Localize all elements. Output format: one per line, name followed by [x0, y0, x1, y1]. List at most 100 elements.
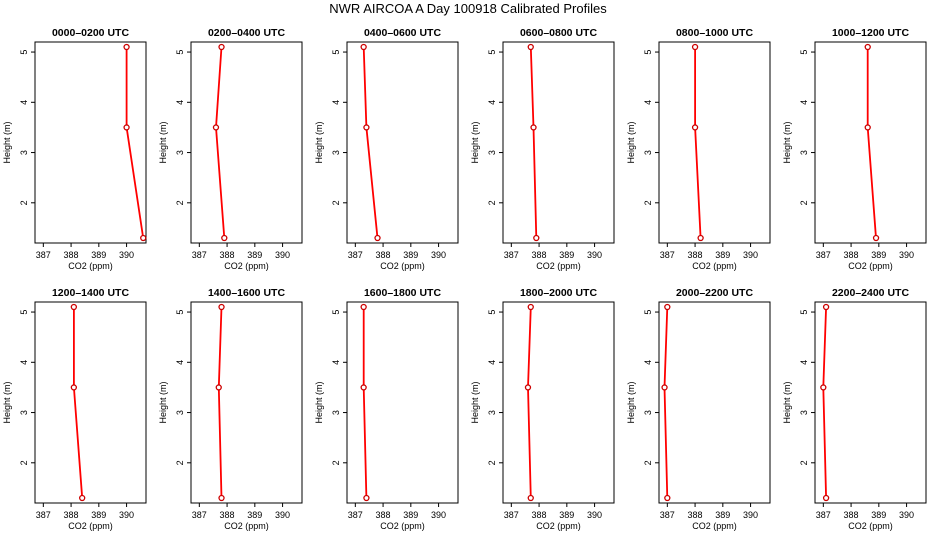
profile-line: [529, 46, 538, 239]
y-tick-label: 2: [643, 200, 653, 205]
y-tick-label: 5: [175, 310, 185, 315]
y-tick-label: 4: [331, 100, 341, 105]
chart-panel: 1000–1200 UTC 387 388 389 390 2 3 4 5 CO2 (ppm) He…: [782, 27, 927, 271]
plot-frame: [346, 301, 459, 504]
y-tick-label: 3: [331, 410, 341, 415]
x-tick-label: 389: [871, 510, 886, 520]
x-tick-label: 388: [532, 250, 547, 260]
chart-panel: 1400–1600 UTC 387 388 389 390 2 3 4 5 CO2 (ppm) He…: [158, 287, 303, 531]
x-tick-label: 388: [688, 250, 703, 260]
y-tick-label: 2: [19, 200, 29, 205]
plot-frame: [502, 301, 615, 504]
profile-line: [527, 306, 532, 499]
x-tick-label: 390: [275, 250, 290, 260]
x-tick-label: 389: [247, 510, 262, 520]
x-axis-label: CO2 (ppm): [692, 521, 737, 531]
y-tick-label: 3: [643, 410, 653, 415]
x-axis-label: CO2 (ppm): [380, 261, 425, 271]
x-tick-label: 390: [275, 510, 290, 520]
y-tick-label: 4: [643, 360, 653, 365]
chart-panel: 2000–2200 UTC 387 388 389 390 2 3 4 5 CO2 (ppm) He…: [626, 287, 771, 531]
x-tick-label: 390: [119, 510, 134, 520]
plot-frame: [34, 301, 147, 504]
data-point: [70, 384, 77, 391]
data-point: [360, 384, 367, 391]
y-tick-label: 2: [175, 460, 185, 465]
y-tick-label: 3: [799, 150, 809, 155]
plot-frame: [190, 301, 303, 504]
profile-line: [663, 306, 669, 499]
plot-frame: [814, 41, 927, 244]
y-axis-label: Height (m): [158, 121, 168, 163]
y-tick-label: 5: [799, 310, 809, 315]
y-tick-label: 5: [19, 310, 29, 315]
y-axis-label: Height (m): [2, 121, 12, 163]
y-tick-label: 5: [487, 50, 497, 55]
x-axis-label: CO2 (ppm): [68, 521, 113, 531]
data-point: [661, 384, 668, 391]
x-tick-label: 390: [743, 510, 758, 520]
y-tick-label: 2: [487, 200, 497, 205]
x-tick-label: 389: [91, 250, 106, 260]
panel-title: 1000–1200 UTC: [832, 27, 909, 39]
chart-panel: 0000–0200 UTC 387 388 389 390 2 3 4 5 CO2 (ppm) He…: [2, 27, 147, 271]
y-axis-label: Height (m): [470, 121, 480, 163]
plot-frame: [346, 41, 459, 244]
x-tick-label: 388: [376, 510, 391, 520]
x-tick-label: 388: [532, 510, 547, 520]
y-tick-label: 2: [331, 460, 341, 465]
data-point: [872, 234, 880, 242]
profile-line: [362, 307, 368, 499]
y-axis-label: Height (m): [626, 121, 636, 163]
plot-frame: [658, 301, 771, 504]
x-axis-label: CO2 (ppm): [848, 261, 893, 271]
data-point: [530, 124, 537, 131]
x-tick-label: 389: [91, 510, 106, 520]
y-tick-label: 4: [175, 100, 185, 105]
panel-title: 2200–2400 UTC: [832, 287, 909, 299]
y-tick-label: 3: [331, 150, 341, 155]
y-tick-label: 4: [487, 360, 497, 365]
data-point: [212, 124, 220, 131]
data-point: [218, 43, 225, 51]
y-tick-label: 3: [487, 410, 497, 415]
data-point: [221, 234, 228, 242]
panel-title: 0800–1000 UTC: [676, 27, 753, 39]
data-point: [140, 234, 147, 242]
x-tick-label: 388: [844, 250, 859, 260]
panel-title: 0000–0200 UTC: [52, 27, 129, 39]
x-tick-label: 387: [504, 510, 519, 520]
data-point: [822, 494, 830, 502]
y-tick-label: 4: [175, 360, 185, 365]
chart-panel: 0400–0600 UTC 387 388 389 390 2 3 4 5 CO2 (ppm) He…: [314, 27, 459, 271]
data-point: [864, 43, 871, 51]
data-point: [820, 384, 827, 391]
data-point: [524, 384, 532, 391]
x-tick-label: 389: [559, 250, 574, 260]
panel-title: 1200–1400 UTC: [52, 287, 129, 299]
y-tick-label: 5: [331, 50, 341, 55]
data-point: [215, 384, 222, 391]
profile-line: [217, 306, 223, 499]
x-axis-label: CO2 (ppm): [224, 521, 269, 531]
chart-panel: 2200–2400 UTC 387 388 389 390 2 3 4 5 CO2 (ppm) He…: [782, 287, 927, 531]
y-tick-label: 5: [19, 50, 29, 55]
x-tick-label: 387: [36, 510, 51, 520]
profile-line: [73, 307, 84, 499]
x-tick-label: 388: [220, 250, 235, 260]
data-point: [374, 234, 381, 242]
data-point: [363, 494, 370, 502]
y-tick-label: 3: [175, 150, 185, 155]
plot-frame: [814, 301, 927, 504]
y-tick-label: 3: [19, 150, 29, 155]
x-tick-label: 388: [688, 510, 703, 520]
y-tick-label: 4: [331, 360, 341, 365]
x-tick-label: 390: [587, 250, 602, 260]
panel-title: 0400–0600 UTC: [364, 27, 441, 39]
page-title: NWR AIRCOA A Day 100918 Calibrated Profi…: [329, 1, 607, 16]
profile-line: [822, 306, 827, 499]
x-tick-label: 389: [247, 250, 262, 260]
data-point: [533, 234, 540, 242]
chart-panel: 0200–0400 UTC 387 388 389 390 2 3 4 5 CO2 (ppm) He…: [158, 27, 303, 271]
